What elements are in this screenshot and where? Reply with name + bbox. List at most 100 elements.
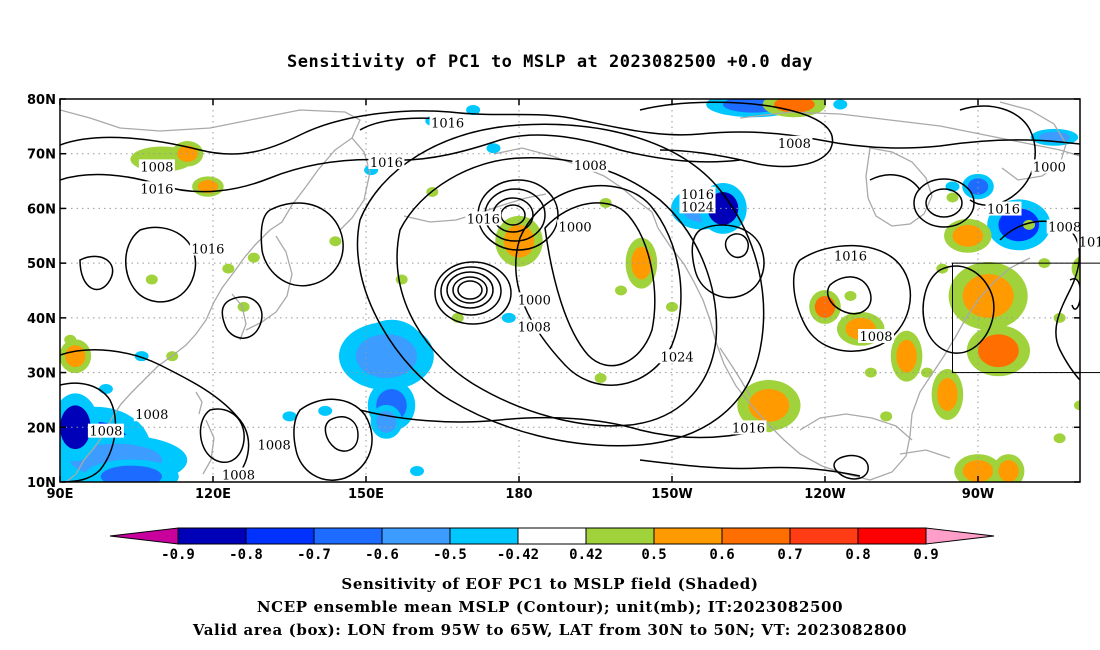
shade-core (60, 405, 91, 450)
contour-label-bg (256, 437, 293, 452)
contour-label: 1016 (681, 188, 714, 203)
shade-spot-positive (64, 334, 77, 345)
shade-spot-positive (594, 373, 607, 384)
lon-tick-label: 90E (47, 487, 74, 502)
contour-label: 1024 (661, 350, 694, 365)
contour-n-america (869, 174, 921, 191)
colorbar-tick-label: -0.42 (497, 547, 539, 563)
colorbar-segment (313, 527, 383, 545)
shade-core (1039, 131, 1070, 143)
contour-label: 1016 (987, 203, 1020, 218)
contour-west-pacific (324, 416, 359, 452)
colorbar-segment (721, 527, 791, 545)
colorbar-tick-label: -0.8 (229, 547, 263, 563)
contour-n-america (826, 276, 872, 315)
coast-asia (60, 109, 361, 482)
shade-spot-positive (666, 301, 678, 312)
contour-label: 1008 (258, 438, 291, 453)
figure-title: Sensitivity of PC1 to MSLP at 2023082500… (287, 52, 813, 72)
coast-taiwan (195, 391, 203, 415)
low-center-ring (446, 271, 494, 309)
contour-label-bg (87, 423, 124, 438)
contour-label: 1016 (732, 421, 765, 436)
shade-core (100, 465, 162, 482)
contour-label-bg (679, 199, 716, 214)
shade-spot-negative (410, 466, 424, 477)
shade-spot-positive (844, 290, 857, 301)
colorbar-tick-label: 0.5 (641, 547, 666, 563)
contour-atlantic (1069, 278, 1080, 310)
lat-tick-label: 10N (27, 476, 56, 491)
contour-label-bg (1077, 234, 1100, 249)
colorbar-segment (517, 527, 587, 545)
contour-label: 1024 (681, 200, 714, 215)
coast-arctic-archipelago (739, 111, 1080, 157)
contour-label-bg (368, 155, 405, 170)
contour-west-pacific (293, 398, 373, 481)
shade-core (952, 224, 984, 247)
low-center-ring (925, 188, 963, 218)
colorbar-tick-label: 0.9 (913, 547, 938, 563)
colorbar-segment (857, 527, 927, 545)
contour-1024-high (515, 184, 682, 386)
shade-spot-positive (1074, 400, 1080, 411)
contour-asia-south (199, 408, 245, 463)
lon-tick-label: 150W (651, 487, 692, 502)
lat-tick-label: 50N (27, 257, 56, 272)
shade-spot-negative (833, 99, 848, 110)
contour-label-bg (858, 329, 894, 344)
contour-label: 1016 (467, 212, 500, 227)
contour-label-bg (429, 115, 466, 130)
contour-label: 1000 (559, 221, 592, 236)
shade-spot-positive (864, 367, 877, 378)
contour-asia (125, 226, 197, 303)
colorbar-tick-label: -0.6 (365, 547, 399, 563)
colorbar-segment (789, 527, 859, 545)
colorbar-tick-label: 0.42 (569, 547, 603, 563)
lat-tick-label: 60N (27, 202, 56, 217)
contour-label-bg (138, 181, 175, 196)
contour-label: 1016 (834, 250, 867, 265)
contour-1016 (396, 157, 718, 427)
low-center-ring (457, 280, 483, 300)
shade-spot-negative (466, 104, 481, 115)
contour-label: 1016 (191, 242, 224, 257)
lat-tick-label: 40N (27, 312, 56, 327)
colorbar-segment (449, 527, 519, 545)
contour-label: 1008 (140, 160, 173, 175)
colorbar-segment (585, 527, 655, 545)
coast-n-america-west (657, 227, 871, 481)
colorbar-tick-label: 0.6 (709, 547, 734, 563)
footer-line-2: NCEP ensemble mean MSLP (Contour); unit(… (257, 598, 843, 616)
shade-spot-positive (1053, 312, 1066, 323)
contour-subtropical (639, 459, 861, 477)
contour-label-bg (572, 157, 609, 172)
coast-cuba (899, 449, 951, 459)
shade-core (978, 334, 1019, 368)
contour-1016 (356, 123, 765, 447)
shade-spot-positive (921, 367, 933, 378)
contour-asia-south (60, 349, 250, 482)
shade-spot-positive (880, 411, 893, 422)
shade-core (748, 388, 790, 422)
shade-spot-positive (395, 274, 408, 285)
footer-line-3: Valid area (box): LON from 95W to 65W, L… (192, 621, 907, 639)
coast-greenland (999, 101, 1067, 181)
map-frame (59, 98, 1081, 483)
shade-core (631, 246, 652, 280)
contour-label-bg (189, 241, 226, 256)
coast-baja (719, 347, 751, 397)
contour-n-america (922, 265, 995, 354)
shade-spot-negative (1088, 214, 1100, 224)
contour-label: 1008 (518, 321, 551, 336)
contour-label: 1008 (778, 137, 811, 152)
shade-spot-negative (318, 405, 333, 416)
contour-label-bg (659, 349, 696, 364)
lat-tick-label: 80N (27, 93, 56, 108)
shade-core (998, 460, 1019, 482)
colorbar-segment (177, 527, 247, 545)
contour-label-bg (832, 248, 869, 263)
valid-area-box (952, 262, 1100, 374)
map-plot: 1016100810161016100810081000101610161000… (27, 93, 1100, 502)
